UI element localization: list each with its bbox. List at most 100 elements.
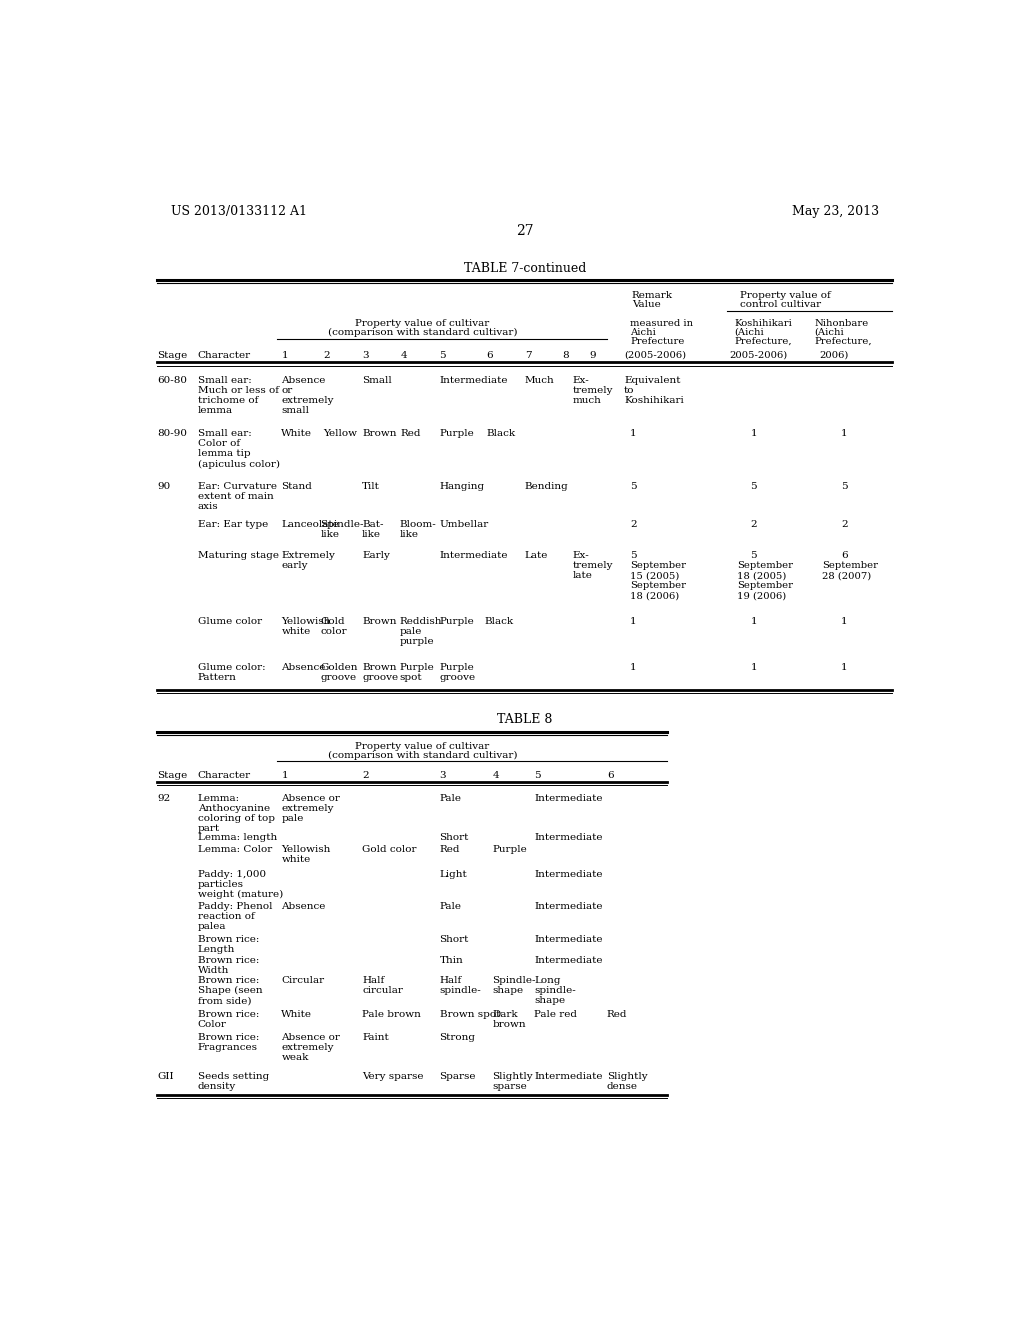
Text: Lanceolate: Lanceolate: [282, 520, 339, 529]
Text: September: September: [630, 581, 686, 590]
Text: Faint: Faint: [362, 1034, 389, 1041]
Text: groove: groove: [439, 673, 476, 681]
Text: 6: 6: [486, 351, 493, 360]
Text: Ear: Ear type: Ear: Ear type: [198, 520, 268, 529]
Text: Short: Short: [439, 935, 469, 944]
Text: Extremely: Extremely: [282, 552, 335, 560]
Text: 5: 5: [751, 482, 757, 491]
Text: Purple: Purple: [439, 429, 474, 438]
Text: Absence: Absence: [282, 663, 326, 672]
Text: Paddy: Phenol: Paddy: Phenol: [198, 903, 272, 911]
Text: Gold: Gold: [321, 616, 345, 626]
Text: purple: purple: [399, 636, 434, 645]
Text: 5: 5: [535, 771, 541, 780]
Text: 5: 5: [841, 482, 848, 491]
Text: Koshihikari: Koshihikari: [734, 318, 792, 327]
Text: Purple: Purple: [439, 663, 474, 672]
Text: TABLE 7-continued: TABLE 7-continued: [464, 263, 586, 276]
Text: US 2013/0133112 A1: US 2013/0133112 A1: [171, 205, 306, 218]
Text: white: white: [282, 627, 310, 635]
Text: 2: 2: [362, 771, 369, 780]
Text: Paddy: 1,000: Paddy: 1,000: [198, 870, 266, 879]
Text: extremely: extremely: [282, 396, 334, 404]
Text: September: September: [630, 561, 686, 570]
Text: dense: dense: [607, 1081, 638, 1090]
Text: palea: palea: [198, 923, 226, 931]
Text: Prefecture,: Prefecture,: [734, 337, 792, 346]
Text: Ex-: Ex-: [572, 552, 590, 560]
Text: like: like: [362, 531, 381, 540]
Text: Reddish: Reddish: [399, 616, 441, 626]
Text: 90: 90: [158, 482, 171, 491]
Text: weak: weak: [282, 1053, 309, 1063]
Text: like: like: [321, 531, 339, 540]
Text: 1: 1: [630, 429, 637, 438]
Text: control cultivar: control cultivar: [740, 300, 821, 309]
Text: 27: 27: [516, 224, 534, 238]
Text: Brown: Brown: [362, 616, 396, 626]
Text: (comparison with standard cultivar): (comparison with standard cultivar): [328, 751, 517, 760]
Text: density: density: [198, 1081, 236, 1090]
Text: Brown: Brown: [362, 663, 396, 672]
Text: particles: particles: [198, 880, 244, 888]
Text: White: White: [282, 1010, 312, 1019]
Text: Prefecture: Prefecture: [630, 337, 685, 346]
Text: extent of main: extent of main: [198, 492, 273, 500]
Text: 15 (2005): 15 (2005): [630, 572, 680, 579]
Text: Small ear:: Small ear:: [198, 376, 252, 384]
Text: Width: Width: [198, 966, 229, 975]
Text: 9: 9: [589, 351, 596, 360]
Text: Absence or: Absence or: [282, 1034, 340, 1041]
Text: lemma: lemma: [198, 405, 232, 414]
Text: Character: Character: [198, 351, 251, 360]
Text: 8: 8: [562, 351, 568, 360]
Text: Umbellar: Umbellar: [439, 520, 488, 529]
Text: tremely: tremely: [572, 561, 613, 570]
Text: Pattern: Pattern: [198, 673, 237, 681]
Text: 28 (2007): 28 (2007): [822, 572, 871, 579]
Text: 1: 1: [841, 663, 848, 672]
Text: Intermediate: Intermediate: [535, 1072, 602, 1081]
Text: Purple: Purple: [399, 663, 434, 672]
Text: 1: 1: [841, 616, 848, 626]
Text: like: like: [399, 531, 418, 540]
Text: 1: 1: [282, 771, 288, 780]
Text: Prefecture,: Prefecture,: [815, 337, 872, 346]
Text: 2: 2: [841, 520, 848, 529]
Text: Late: Late: [524, 552, 548, 560]
Text: May 23, 2013: May 23, 2013: [792, 205, 879, 218]
Text: 6: 6: [607, 771, 613, 780]
Text: Pale: Pale: [439, 795, 462, 804]
Text: or: or: [282, 385, 293, 395]
Text: (Aichi: (Aichi: [734, 327, 764, 337]
Text: Anthocyanine: Anthocyanine: [198, 804, 270, 813]
Text: Spindle-: Spindle-: [493, 977, 536, 985]
Text: extremely: extremely: [282, 804, 334, 813]
Text: Length: Length: [198, 945, 236, 953]
Text: Brown rice:: Brown rice:: [198, 1010, 259, 1019]
Text: sparse: sparse: [493, 1081, 527, 1090]
Text: lemma tip: lemma tip: [198, 449, 251, 458]
Text: spindle-: spindle-: [535, 986, 575, 995]
Text: part: part: [198, 825, 220, 833]
Text: Purple: Purple: [439, 616, 474, 626]
Text: Intermediate: Intermediate: [535, 956, 602, 965]
Text: 1: 1: [630, 663, 637, 672]
Text: 2: 2: [324, 351, 330, 360]
Text: Half: Half: [439, 977, 462, 985]
Text: 18 (2006): 18 (2006): [630, 591, 680, 601]
Text: Black: Black: [486, 429, 515, 438]
Text: 4: 4: [493, 771, 499, 780]
Text: Ex-: Ex-: [572, 376, 590, 384]
Text: (2005-2006): (2005-2006): [624, 351, 686, 360]
Text: Intermediate: Intermediate: [535, 935, 602, 944]
Text: Brown rice:: Brown rice:: [198, 935, 259, 944]
Text: Very sparse: Very sparse: [362, 1072, 424, 1081]
Text: Yellow: Yellow: [324, 429, 357, 438]
Text: Much or less of: Much or less of: [198, 385, 279, 395]
Text: 1: 1: [841, 429, 848, 438]
Text: Seeds setting: Seeds setting: [198, 1072, 269, 1081]
Text: Golden: Golden: [321, 663, 357, 672]
Text: Remark: Remark: [632, 290, 673, 300]
Text: reaction of: reaction of: [198, 912, 255, 921]
